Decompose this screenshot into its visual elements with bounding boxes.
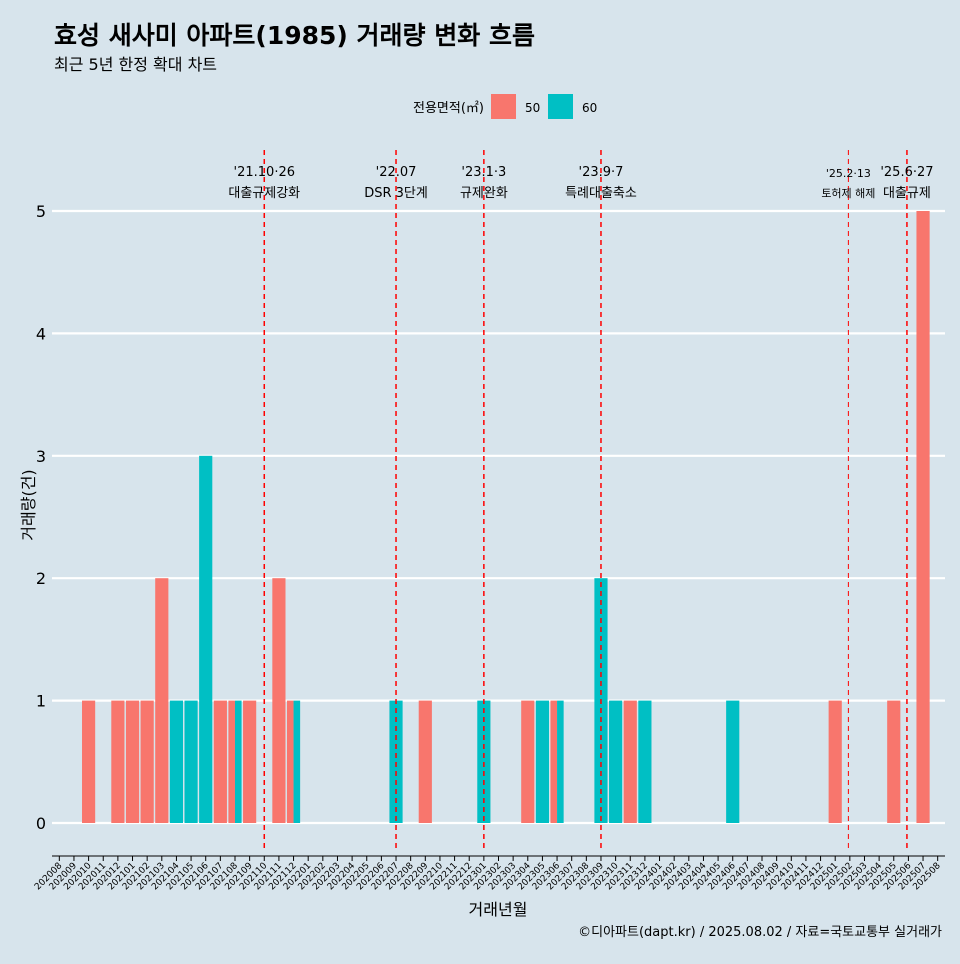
bar-202112-50 bbox=[286, 700, 294, 823]
event-name-label: 대출규제 bbox=[883, 186, 931, 201]
legend-label-60: 60 bbox=[582, 101, 597, 115]
event-date-label: '25.2·13 bbox=[826, 167, 871, 180]
legend-swatch-50 bbox=[491, 94, 516, 119]
chart-title: 효성 새사미 아파트(1985) 거래량 변화 흐름 bbox=[54, 21, 535, 50]
event-name-label: 특례대출축소 bbox=[565, 186, 637, 201]
y-tick-label: 1 bbox=[36, 692, 46, 711]
bar-202501-50 bbox=[828, 700, 842, 823]
bar-202012-50 bbox=[111, 700, 125, 823]
bar-202505-50 bbox=[887, 700, 901, 823]
y-tick-label: 2 bbox=[36, 569, 46, 588]
event-name-label: DSR 3단계 bbox=[364, 186, 428, 201]
bar-202108-60 bbox=[234, 700, 242, 823]
y-tick-label: 0 bbox=[36, 814, 46, 833]
bar-202102-50 bbox=[140, 700, 154, 823]
bar-202209-50 bbox=[418, 700, 432, 823]
event-date-label: '23.9·7 bbox=[579, 165, 624, 180]
bar-202406-60 bbox=[726, 700, 740, 823]
bar-202010-50 bbox=[82, 700, 96, 823]
chart-caption: ©디아파트(dapt.kr) / 2025.08.02 / 자료=국토교통부 실… bbox=[578, 925, 942, 940]
event-date-label: '21.10·26 bbox=[234, 165, 295, 180]
event-date-label: '25.6·27 bbox=[880, 165, 933, 180]
bar-202306-60 bbox=[557, 700, 564, 823]
legend-swatch-60 bbox=[548, 94, 573, 119]
y-axis-title: 거래량(건) bbox=[19, 469, 38, 540]
legend-label-50: 50 bbox=[525, 101, 540, 115]
legend-title: 전용면적(㎡) bbox=[413, 101, 484, 116]
bar-202103-50 bbox=[155, 578, 169, 823]
y-tick-label: 5 bbox=[36, 202, 46, 221]
event-date-label: '22.07 bbox=[376, 165, 417, 180]
bar-202112-60 bbox=[293, 700, 301, 823]
bar-202207-60 bbox=[389, 700, 403, 823]
bar-202111-50 bbox=[272, 578, 286, 823]
bar-202310-60 bbox=[609, 700, 623, 823]
event-date-label: '23.1·3 bbox=[461, 165, 506, 180]
bar-202301-60 bbox=[477, 700, 491, 823]
bar-202312-60 bbox=[638, 700, 652, 823]
bar-202311-50 bbox=[623, 700, 637, 823]
bar-202105-60 bbox=[184, 700, 198, 823]
chart-subtitle: 최근 5년 한정 확대 차트 bbox=[54, 55, 217, 74]
event-name-label: 대출규제강화 bbox=[228, 186, 300, 201]
y-tick-label: 3 bbox=[36, 447, 46, 466]
bar-202108-50 bbox=[228, 700, 235, 823]
bar-202101-50 bbox=[125, 700, 140, 823]
bar-202109-50 bbox=[243, 700, 257, 823]
bar-202106-60 bbox=[199, 455, 213, 823]
x-axis-title: 거래년월 bbox=[469, 900, 528, 919]
bar-202507-50 bbox=[916, 211, 930, 823]
bar-202305-60 bbox=[535, 700, 550, 823]
bar-202107-50 bbox=[213, 700, 227, 823]
bar-202306-50 bbox=[550, 700, 558, 823]
bar-202304-50 bbox=[521, 700, 535, 823]
event-name-label: 토허제 해제 bbox=[821, 186, 875, 200]
event-name-label: 규제완화 bbox=[460, 186, 508, 201]
y-tick-label: 4 bbox=[36, 324, 46, 343]
bar-202104-60 bbox=[169, 700, 184, 823]
